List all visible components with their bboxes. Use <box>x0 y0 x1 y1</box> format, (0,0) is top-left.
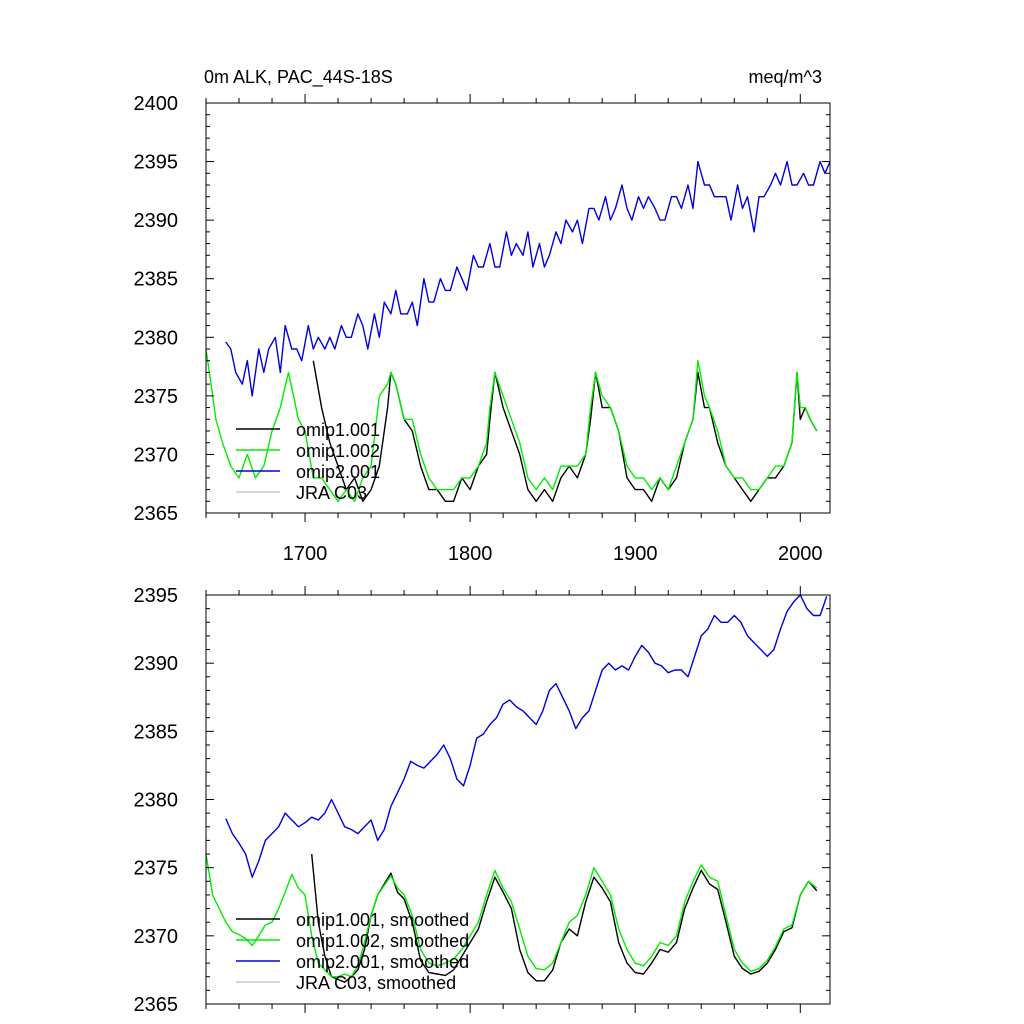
plot-frame <box>205 102 831 514</box>
top-panel: 2365 2370 2375 2380 2385 2390 2395 2400 1700 1800… <box>134 67 831 565</box>
y-tick-label: 2380 <box>134 790 179 812</box>
x-tick-label: 1700 <box>283 543 328 565</box>
legend-label: omip2.001 <box>296 462 380 482</box>
legend-label: omip1.002, smoothed <box>296 931 469 951</box>
plot-area <box>206 595 828 983</box>
legend-label: omip1.001, smoothed <box>296 910 469 930</box>
y-tick-label: 2370 <box>134 444 179 466</box>
y-tick-label: 2395 <box>134 585 179 607</box>
bottom-panel: 2365 2370 2375 2380 2385 2390 2395 omip1.001, s… <box>134 585 831 1016</box>
y-tick-label: 2370 <box>134 926 179 948</box>
y-tick-label: 2375 <box>134 386 179 408</box>
series-line-omip2-001 <box>225 160 830 397</box>
legend-label: omip2.001, smoothed <box>296 952 469 972</box>
series-line-omip1-002-smoothed <box>206 853 818 978</box>
legend-label: omip1.001 <box>296 420 380 440</box>
y-tick-label: 2365 <box>134 994 179 1016</box>
x-tick-label: 2000 <box>778 543 823 565</box>
x-tick-label: 1800 <box>448 543 493 565</box>
legend-label: JRA C03 <box>296 483 367 503</box>
y-tick-label: 2380 <box>134 327 179 349</box>
y-tick-label: 2390 <box>134 653 179 675</box>
plot-area <box>206 160 830 502</box>
y-tick-label: 2400 <box>134 93 179 115</box>
y-tick-label: 2395 <box>134 152 179 174</box>
chart-title: 0m ALK, PAC_44S-18S <box>204 67 393 88</box>
y-tick-label: 2385 <box>134 269 179 291</box>
x-tick-label: 1900 <box>613 543 658 565</box>
y-tick-label: 2385 <box>134 721 179 743</box>
legend-label: omip1.002 <box>296 441 380 461</box>
legend-label: JRA C03, smoothed <box>296 973 456 993</box>
y-tick-label: 2390 <box>134 210 179 232</box>
y-tick-label: 2365 <box>134 503 179 525</box>
series-line-omip2-001-smoothed <box>225 595 828 878</box>
series-line-omip1-002 <box>206 348 818 502</box>
chart-units: meq/m^3 <box>749 67 822 87</box>
y-tick-label: 2375 <box>134 858 179 880</box>
